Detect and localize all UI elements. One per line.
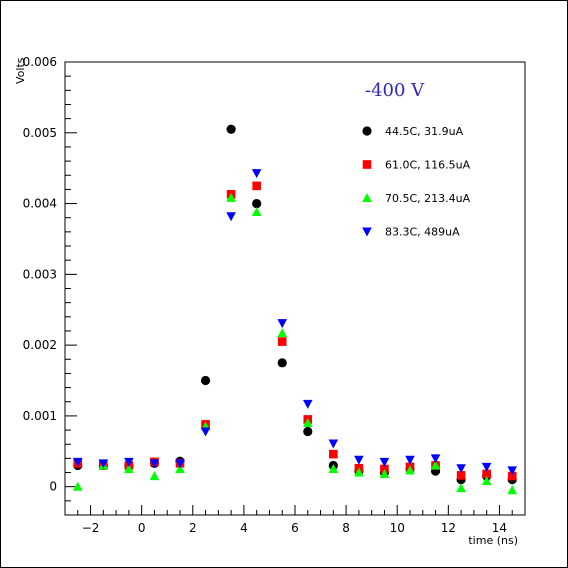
x-tick-label: 2 <box>189 521 197 535</box>
data-point <box>329 449 338 459</box>
data-point <box>226 124 236 134</box>
data-point <box>303 426 313 437</box>
x-tick-label: 14 <box>492 521 507 535</box>
data-point <box>328 463 339 473</box>
data-point <box>124 457 134 467</box>
data-point <box>456 471 466 480</box>
x-tick-label: 10 <box>390 521 405 535</box>
data-point <box>302 417 313 427</box>
data-point <box>124 463 134 473</box>
y-tick-label: 0 <box>49 480 57 494</box>
data-point <box>149 471 160 481</box>
voltage-annotation: -400 V <box>365 80 425 101</box>
y-axis: 0 0.001 0.002 0.003 0.004 0.005 0.006 <box>23 55 77 516</box>
legend-label: 44.5C, 31.9uA <box>385 125 464 138</box>
data-point <box>302 399 313 409</box>
data-point <box>456 464 466 474</box>
legend: 44.5C, 31.9uA 61.0C, 116.5uA 70.5C, 213.4u… <box>362 125 471 239</box>
y-tick-label: 0.004 <box>23 197 57 211</box>
y-tick-label: 0.006 <box>23 55 57 69</box>
data-point <box>482 469 491 479</box>
legend-marker <box>362 160 372 169</box>
data-point <box>252 198 262 209</box>
data-point <box>328 439 339 449</box>
data-point <box>72 481 83 491</box>
data-point <box>226 212 236 222</box>
legend-label: 83.3C, 489uA <box>385 226 460 239</box>
series-1 <box>73 124 517 485</box>
data-point <box>200 375 211 386</box>
data-points <box>72 124 518 495</box>
data-point <box>226 192 236 202</box>
x-tick-label: 12 <box>441 521 456 535</box>
data-point <box>251 207 262 217</box>
legend-marker <box>362 227 372 237</box>
x-tick-label: 8 <box>342 521 350 535</box>
data-point <box>430 454 441 464</box>
data-point <box>252 181 261 191</box>
data-point <box>405 465 415 475</box>
data-point <box>277 328 288 338</box>
x-axis: −2 0 2 4 6 8 10 12 14 <box>64 505 526 535</box>
data-point <box>507 485 518 495</box>
data-point <box>251 169 262 179</box>
y-tick-label: 0.002 <box>23 338 57 352</box>
data-point <box>175 459 185 469</box>
data-point <box>430 460 441 470</box>
series-4 <box>72 169 518 476</box>
x-tick-label: 6 <box>291 521 299 535</box>
data-point <box>98 459 109 469</box>
legend-marker <box>362 193 372 202</box>
legend-label: 61.0C, 116.5uA <box>385 159 471 172</box>
data-point <box>379 468 390 478</box>
y-tick-label: 0.005 <box>23 126 57 140</box>
data-point <box>456 483 466 493</box>
data-point <box>72 457 83 467</box>
data-point <box>507 471 517 481</box>
y-tick-label: 0.001 <box>23 409 57 423</box>
data-point <box>354 467 364 477</box>
data-point <box>277 319 288 329</box>
legend-marker <box>362 126 372 136</box>
data-point <box>277 358 287 368</box>
data-point <box>149 459 160 469</box>
data-point <box>481 476 492 486</box>
data-point <box>277 337 287 346</box>
y-tick-label: 0.003 <box>23 267 57 281</box>
data-point <box>405 455 415 465</box>
x-axis-title: time (ns) <box>468 534 518 547</box>
x-tick-label: −2 <box>82 521 100 535</box>
x-tick-label: 0 <box>138 521 146 535</box>
legend-label: 70.5C, 213.4uA <box>385 192 471 205</box>
data-point <box>481 462 492 472</box>
x-tick-label: 4 <box>240 521 248 535</box>
y-axis-title: Volts <box>14 57 27 84</box>
data-point <box>175 463 185 473</box>
data-point <box>354 455 364 465</box>
data-point <box>379 457 390 467</box>
data-point <box>507 466 518 476</box>
data-point <box>200 427 211 437</box>
